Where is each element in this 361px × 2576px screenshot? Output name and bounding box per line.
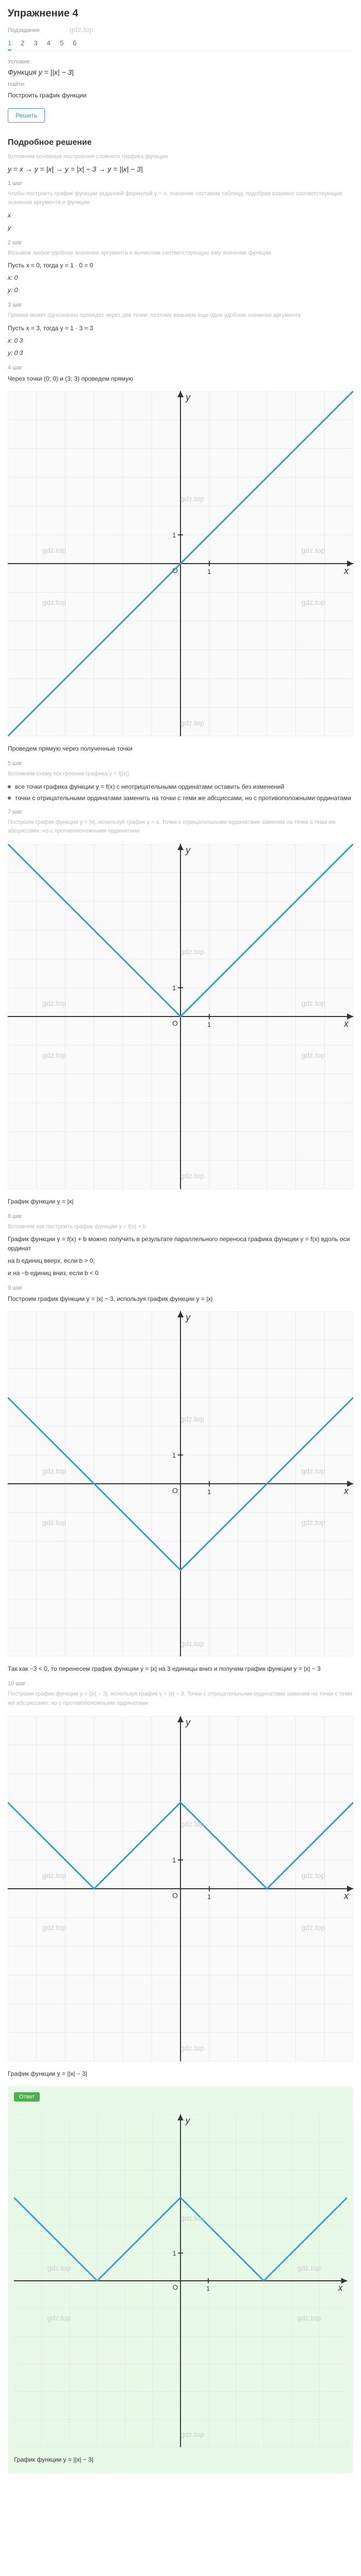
step-text: Пусть x = 3, тогда y = 1 · 3 = 3 <box>8 324 353 333</box>
faint-text: Вспомним основные построения сложного гр… <box>8 152 353 162</box>
svg-text:x: x <box>343 1019 349 1029</box>
answer-block: Ответ xyO11gdz.topgdz.topgdz.topgdz.topg… <box>8 2086 353 2473</box>
svg-text:1: 1 <box>173 2250 176 2257</box>
condition-label: Условие: <box>8 59 353 65</box>
tabs-row: 123456 <box>8 37 353 51</box>
chart-1: xyO11gdz.topgdz.topgdz.topgdz.topgdz.top… <box>8 391 353 736</box>
mid-text: Проведем прямую через полученные точки <box>8 744 353 753</box>
bullet-icon <box>8 796 11 800</box>
tab-3[interactable]: 3 <box>34 37 37 50</box>
bullet-item: точки с отрицательными ординатами замени… <box>8 794 353 802</box>
svg-text:x: x <box>343 1891 349 1901</box>
table-header: y <box>8 223 353 232</box>
step-label: 7 шаг <box>8 809 353 815</box>
svg-text:y: y <box>185 845 191 855</box>
chart-2: xyO11gdz.topgdz.topgdz.topgdz.topgdz.top… <box>8 844 353 1189</box>
svg-text:1: 1 <box>172 984 176 992</box>
svg-text:y: y <box>185 2115 191 2125</box>
chart-4: xyO11gdz.topgdz.topgdz.topgdz.topgdz.top… <box>8 1716 353 2061</box>
answer-label: Ответ <box>14 2092 40 2102</box>
faint-text: Возьмем любое удобное значение аргумента… <box>8 249 353 258</box>
step-text: График функции y = f(x) + b можно получи… <box>8 1234 353 1253</box>
faint-text: Вспомним схему построения графика y = f(… <box>8 770 353 779</box>
step-text: на b единиц вверх, если b > 0, <box>8 1256 353 1265</box>
svg-text:1: 1 <box>207 1021 211 1028</box>
faint-text: Вспомним как построить график функции y … <box>8 1223 353 1232</box>
step-text: Пусть x = 0, тогда y = 1 · 0 = 0 <box>8 261 353 270</box>
tab-2[interactable]: 2 <box>21 37 24 50</box>
step-label: 2 шаг <box>8 240 353 246</box>
svg-text:y: y <box>185 392 191 402</box>
table-row: x: 0 <box>8 273 353 282</box>
tab-5[interactable]: 5 <box>60 37 63 50</box>
solve-button[interactable]: Решить <box>8 108 45 123</box>
answer-caption: График функции y = ||x| − 3| <box>14 2455 347 2464</box>
step-label: 9 шаг <box>8 1285 353 1291</box>
step-text: и на −b единиц вниз, если b < 0 <box>8 1268 353 1278</box>
tab-6[interactable]: 6 <box>73 37 76 50</box>
svg-text:1: 1 <box>207 568 211 575</box>
solution-title: Подробное решение <box>8 138 353 147</box>
chart-caption: График функции y = |x| <box>8 1197 353 1206</box>
svg-text:y: y <box>185 1717 191 1727</box>
svg-text:1: 1 <box>207 1893 211 1901</box>
svg-text:O: O <box>172 1486 178 1495</box>
chart-3: xyO11gdz.topgdz.topgdz.topgdz.topgdz.top… <box>8 1311 353 1656</box>
svg-text:O: O <box>172 1019 178 1027</box>
svg-text:1: 1 <box>172 1856 176 1864</box>
tabs-label: Подзадание gdz.top <box>8 27 353 33</box>
svg-text:O: O <box>173 2283 178 2291</box>
svg-text:y: y <box>185 1312 191 1323</box>
step-after: Так как −3 < 0, то перенесем график функ… <box>8 1664 353 1673</box>
step-label: 4 шаг <box>8 365 353 371</box>
svg-text:1: 1 <box>207 1488 211 1496</box>
step-label: 3 шаг <box>8 302 353 308</box>
svg-text:1: 1 <box>172 531 176 539</box>
tab-4[interactable]: 4 <box>47 37 51 50</box>
faint-text: Построим график функции y = ||x| − 3|, и… <box>8 1690 353 1708</box>
svg-text:O: O <box>172 1891 178 1900</box>
step-text: Построим график функции y = |x| − 3, исп… <box>8 1294 353 1303</box>
step-label: 1 шаг <box>8 180 353 187</box>
svg-text:x: x <box>338 2282 343 2293</box>
step-label: 5 шаг <box>8 760 353 767</box>
svg-text:1: 1 <box>206 2285 210 2292</box>
chart-caption: График функции y = ||x| − 3| <box>8 2069 353 2078</box>
chart-answer: xyO11gdz.topgdz.topgdz.topgdz.topgdz.top… <box>14 2114 347 2447</box>
watermark: gdz.top <box>70 25 93 33</box>
faint-text: Прямая может однозначно проведет через д… <box>8 311 353 320</box>
faint-text: Чтобы построить график функции заданной … <box>8 190 353 208</box>
tab-1[interactable]: 1 <box>8 37 11 50</box>
step-label: 10 шаг <box>8 1681 353 1687</box>
table-row: y: 0 3 <box>8 348 353 358</box>
page-title: Упражнение 4 <box>8 8 353 20</box>
table-row: x: 0 3 <box>8 336 353 345</box>
step-text: Через точки (0; 0) и (3; 3) проведем пря… <box>8 374 353 383</box>
condition-formula: Функция y = ||x| − 3| <box>8 68 353 76</box>
find-label: Найти: <box>8 81 353 88</box>
faint-text: Построим график функции y = |x|, использ… <box>8 818 353 836</box>
bullet-icon <box>8 785 11 788</box>
bullet-item: все точки графика функции y = f(x) с нео… <box>8 783 353 790</box>
step-label: 8 шаг <box>8 1213 353 1219</box>
svg-text:x: x <box>343 1486 349 1496</box>
formula-chain: y = x → y = |x| → y = |x| − 3 → y = ||x|… <box>8 165 353 173</box>
table-header: x <box>8 211 353 220</box>
svg-text:x: x <box>343 566 349 576</box>
svg-text:1: 1 <box>172 1452 176 1460</box>
find-text: Построить график функции <box>8 91 353 100</box>
table-row: y: 0 <box>8 285 353 295</box>
